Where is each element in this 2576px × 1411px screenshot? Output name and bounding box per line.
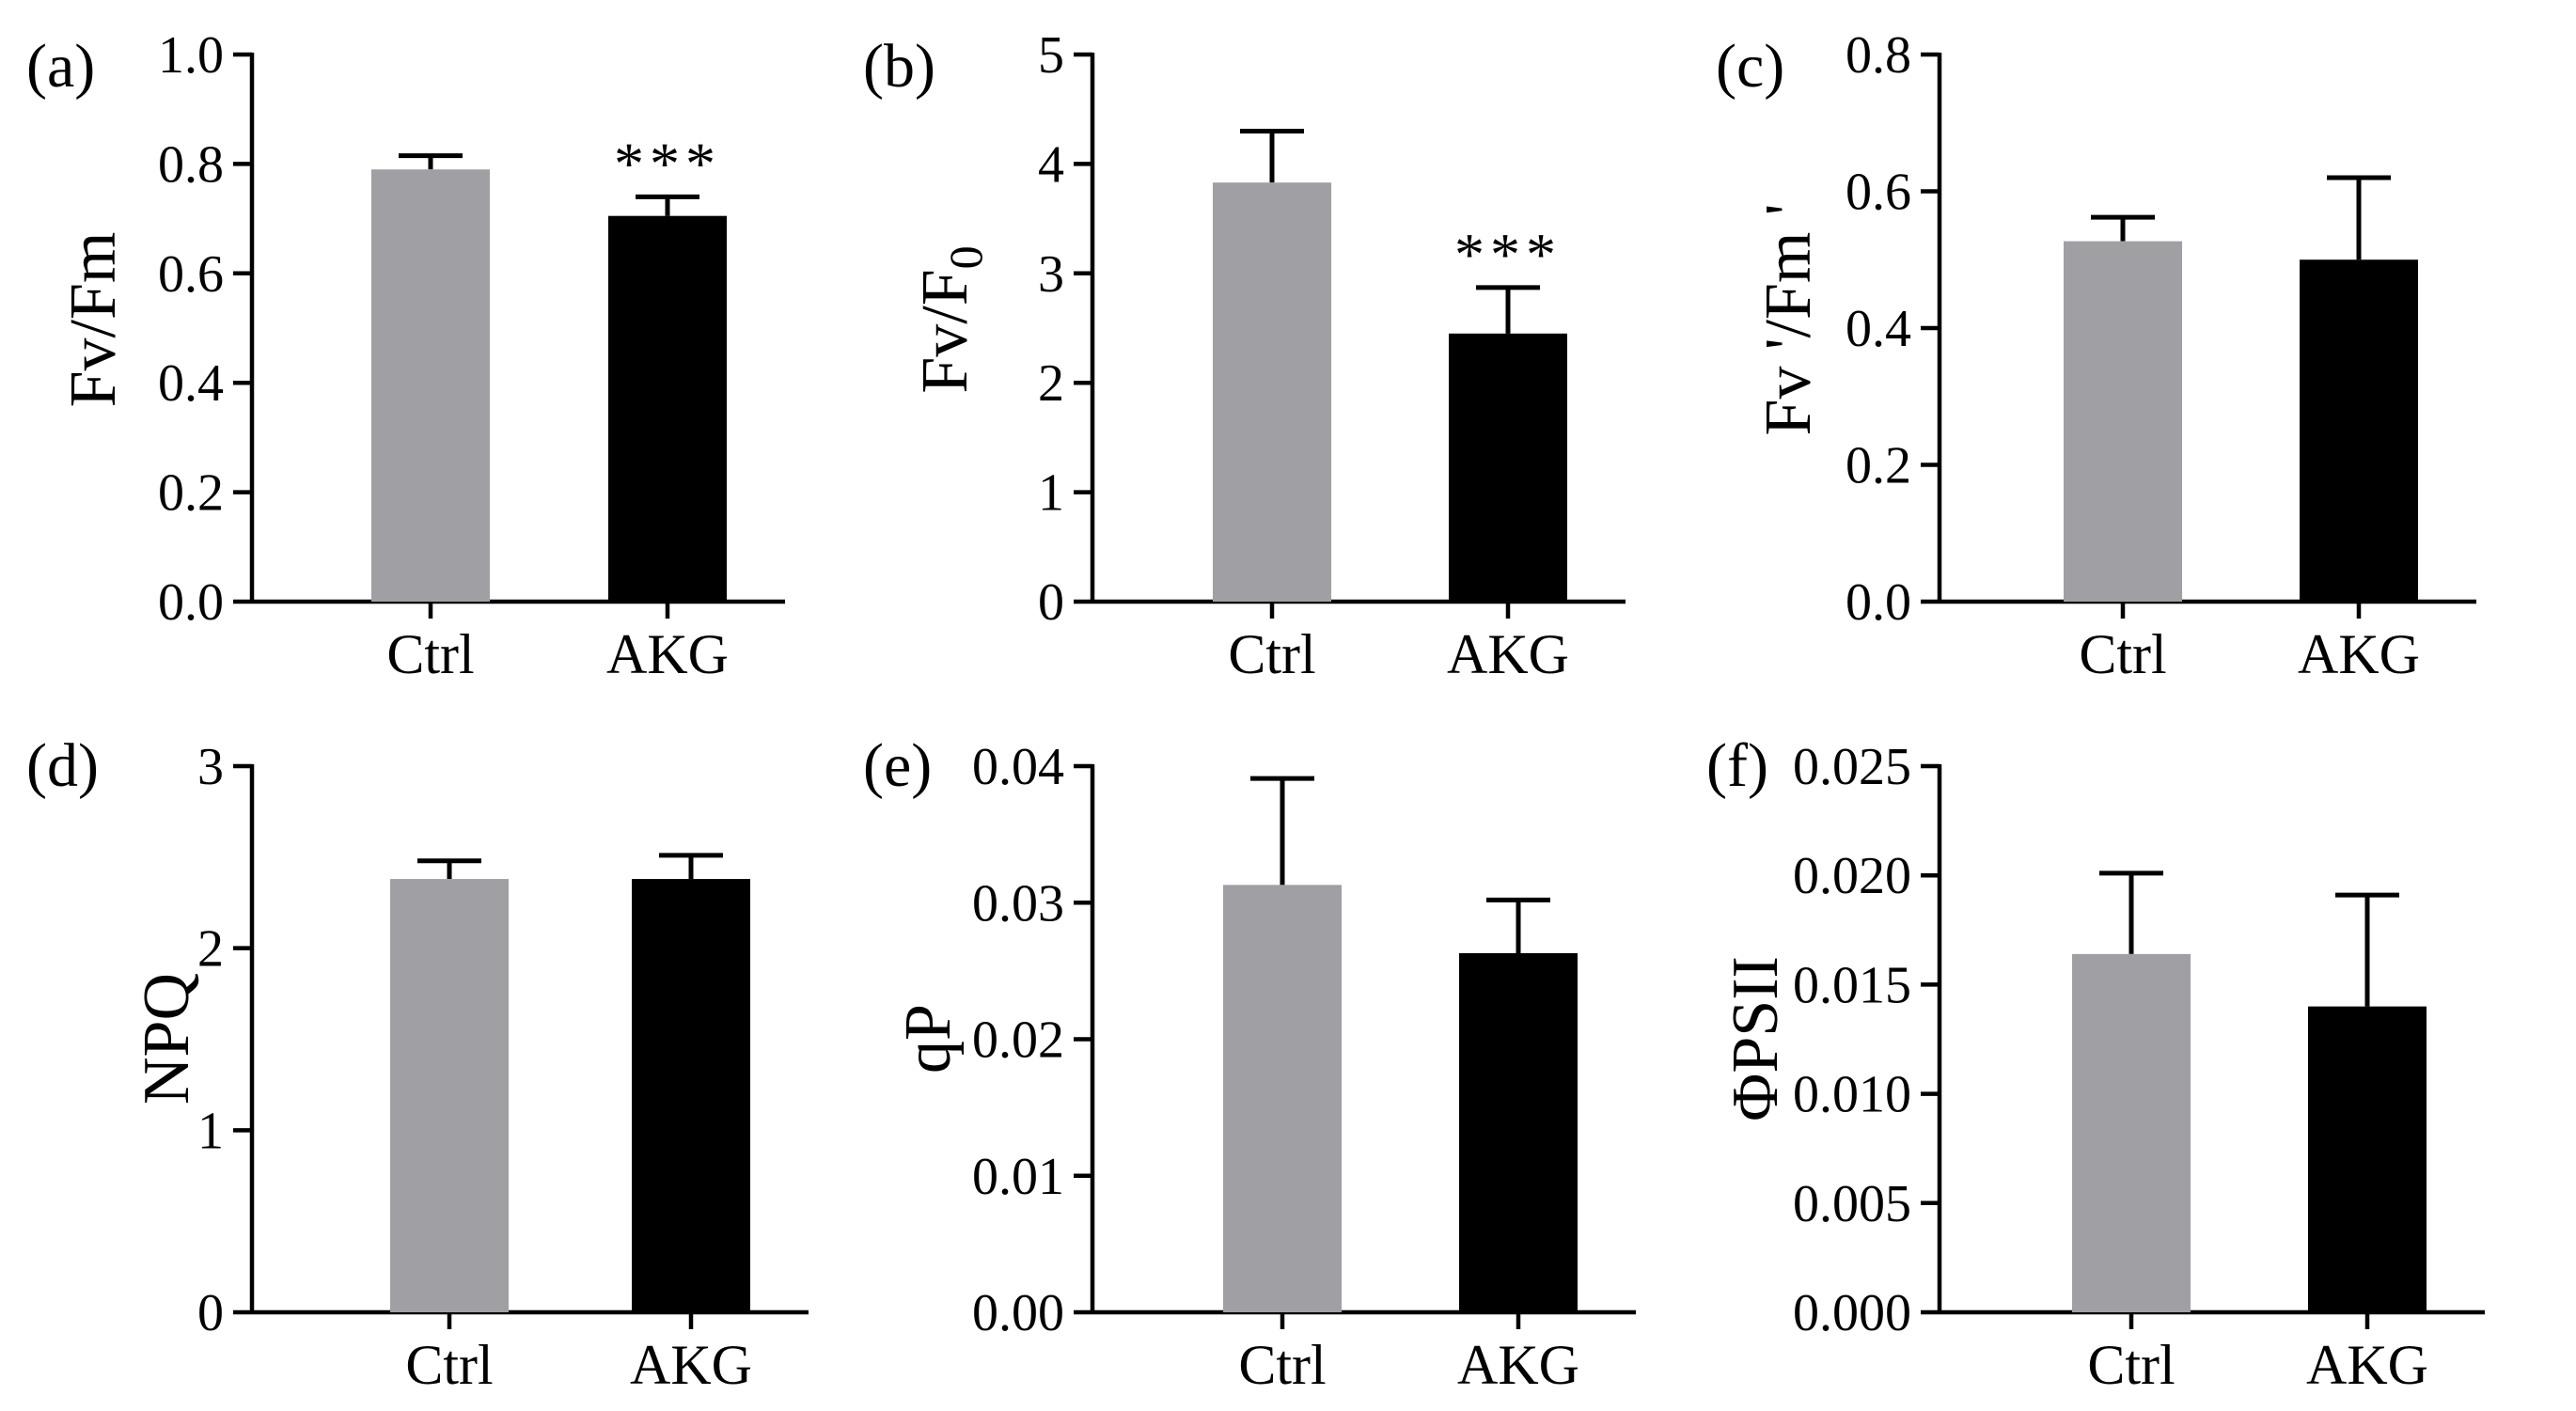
bar-akg — [2300, 259, 2418, 602]
x-category-label: AKG — [630, 1334, 752, 1396]
bar-akg — [608, 215, 727, 602]
y-tick-label: 0.015 — [1793, 956, 1911, 1014]
y-tick-label: 2 — [1038, 354, 1064, 413]
y-tick-label: 0.020 — [1793, 847, 1911, 905]
y-tick-label: 0.02 — [972, 1011, 1064, 1070]
y-axis-label-text: Fv '/Fm ' — [1752, 204, 1825, 436]
y-tick-label: 0.0 — [158, 573, 224, 632]
y-tick-label: 0.005 — [1793, 1175, 1911, 1233]
bar-ctrl — [390, 879, 509, 1312]
panel-label: (d) — [26, 731, 99, 800]
y-axis-label: Fv '/Fm ' — [1752, 204, 1825, 436]
y-tick-label: 0.010 — [1793, 1066, 1911, 1124]
y-tick-label: 0.00 — [972, 1284, 1064, 1342]
y-axis-label: Fv/Fm — [57, 232, 130, 408]
y-tick-label: 0.01 — [972, 1148, 1064, 1206]
y-axis-label: Fv/F0 — [909, 245, 992, 393]
y-tick-label: 1 — [197, 1102, 224, 1160]
chart-panel-f: (f) 0.000 0.005 0.010 0.015 0.020 0.025 Ctrl AKG… — [1706, 731, 2485, 1396]
chart-panel-a: (a) 0.0 0.2 0.4 0.6 0.8 1.0 Ctrl AKG *** Fv/Fm — [26, 26, 785, 685]
panel-label: (a) — [26, 32, 95, 101]
y-tick-label: 0.8 — [158, 135, 224, 194]
y-axis-label-text: ΦPSII — [1720, 956, 1792, 1121]
y-tick-label: 0.000 — [1793, 1284, 1911, 1342]
bar-akg — [1449, 333, 1567, 602]
x-category-label: AKG — [2306, 1334, 2428, 1396]
y-axis-label: ΦPSII — [1720, 956, 1792, 1121]
significance-label: *** — [1454, 221, 1562, 288]
y-tick-label: 0.4 — [158, 354, 224, 413]
panel-label: (b) — [863, 32, 935, 101]
bar-ctrl — [1213, 182, 1331, 603]
bar-ctrl — [1223, 885, 1342, 1312]
significance-label: *** — [614, 130, 721, 196]
y-tick-label: 3 — [197, 738, 224, 796]
y-axis-label-text: Fv/Fm — [57, 232, 130, 408]
y-tick-label: 0.03 — [972, 874, 1064, 933]
x-category-label: Ctrl — [1238, 1334, 1326, 1396]
y-axis-label-subscript: 0 — [939, 245, 992, 269]
x-category-label: Ctrl — [2079, 623, 2166, 685]
y-tick-label: 0 — [1038, 573, 1064, 632]
bar-ctrl — [371, 169, 490, 602]
y-tick-label: 1 — [1038, 464, 1064, 523]
panel-label: (f) — [1706, 731, 1768, 800]
y-tick-label: 0.04 — [972, 738, 1064, 796]
y-tick-label: 0.2 — [158, 464, 224, 523]
x-category-label: AKG — [1457, 1334, 1579, 1396]
y-tick-label: 0.4 — [1846, 300, 1911, 358]
bar-akg — [1459, 952, 1578, 1312]
y-tick-label: 0.025 — [1793, 738, 1911, 796]
y-tick-label: 3 — [1038, 245, 1064, 304]
y-tick-label: 2 — [197, 920, 224, 979]
bar-akg — [632, 879, 750, 1312]
y-axis-label-text: qP — [892, 1004, 965, 1074]
chart-panel-c: (c) 0.0 0.2 0.4 0.6 0.8 Ctrl AKG Fv '/Fm ' — [1716, 26, 2476, 685]
x-category-label: Ctrl — [1228, 623, 1315, 685]
chart-panel-e: (e) 0.00 0.01 0.02 0.03 0.04 Ctrl AKG qP — [863, 731, 1636, 1396]
bar-ctrl — [2064, 241, 2182, 602]
y-tick-label: 5 — [1038, 26, 1064, 85]
y-tick-label: 0.8 — [1846, 26, 1911, 85]
x-category-label: Ctrl — [386, 623, 474, 685]
bar-ctrl — [2072, 953, 2191, 1312]
panel-label: (e) — [863, 731, 932, 800]
x-category-label: AKG — [1447, 623, 1569, 685]
x-category-label: Ctrl — [405, 1334, 493, 1396]
y-tick-label: 1.0 — [158, 26, 224, 85]
y-tick-label: 0 — [197, 1284, 224, 1342]
x-category-label: AKG — [606, 623, 729, 685]
panel-label: (c) — [1716, 32, 1784, 101]
y-axis-label: qP — [892, 1004, 965, 1074]
y-tick-label: 0.6 — [1846, 164, 1911, 222]
y-tick-label: 0.6 — [158, 245, 224, 304]
y-axis-label-text: NPQ — [131, 973, 203, 1105]
y-tick-label: 0.2 — [1846, 437, 1911, 495]
y-tick-label: 4 — [1038, 135, 1064, 194]
y-axis-label-text: Fv/F — [909, 269, 982, 393]
x-category-label: Ctrl — [2087, 1334, 2175, 1396]
y-axis-label: NPQ — [131, 973, 203, 1105]
x-category-label: AKG — [2298, 623, 2420, 685]
y-tick-label: 0.0 — [1846, 573, 1911, 632]
chart-panel-d: (d) 0 1 2 3 Ctrl AKG NPQ — [26, 731, 809, 1396]
bar-akg — [2308, 1006, 2427, 1312]
